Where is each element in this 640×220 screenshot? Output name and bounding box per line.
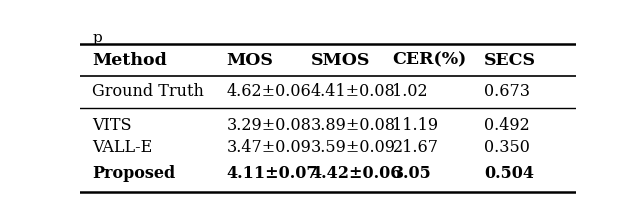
Text: VALL-E: VALL-E <box>92 139 153 156</box>
Text: 3.47±0.09: 3.47±0.09 <box>227 139 311 156</box>
Text: 3.29±0.08: 3.29±0.08 <box>227 117 311 134</box>
Text: 3.05: 3.05 <box>392 165 431 182</box>
Text: 3.89±0.08: 3.89±0.08 <box>310 117 396 134</box>
Text: 4.42±0.06: 4.42±0.06 <box>310 165 402 182</box>
Text: MOS: MOS <box>227 52 273 69</box>
Text: 0.492: 0.492 <box>484 117 530 134</box>
Text: 21.67: 21.67 <box>392 139 438 156</box>
Text: 0.504: 0.504 <box>484 165 534 182</box>
Text: 4.41±0.08: 4.41±0.08 <box>310 83 396 100</box>
Text: 4.11±0.07: 4.11±0.07 <box>227 165 318 182</box>
Text: 3.59±0.09: 3.59±0.09 <box>310 139 396 156</box>
Text: SECS: SECS <box>484 52 536 69</box>
Text: VITS: VITS <box>92 117 132 134</box>
Text: Method: Method <box>92 52 167 69</box>
Text: SMOS: SMOS <box>310 52 370 69</box>
Text: 11.19: 11.19 <box>392 117 438 134</box>
Text: 4.62±0.06: 4.62±0.06 <box>227 83 311 100</box>
Text: p: p <box>92 31 102 46</box>
Text: 1.02: 1.02 <box>392 83 428 100</box>
Text: Proposed: Proposed <box>92 165 175 182</box>
Text: 0.350: 0.350 <box>484 139 530 156</box>
Text: 0.673: 0.673 <box>484 83 530 100</box>
Text: Ground Truth: Ground Truth <box>92 83 204 100</box>
Text: CER(%): CER(%) <box>392 52 467 69</box>
